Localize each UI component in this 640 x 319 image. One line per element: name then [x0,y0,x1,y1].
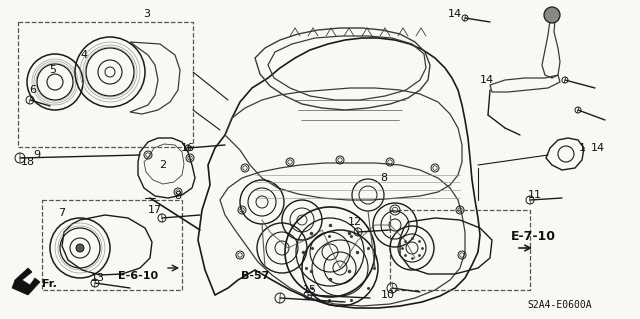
Text: 17: 17 [148,205,162,215]
Text: 14: 14 [591,143,605,153]
Text: 8: 8 [175,191,182,201]
Text: 16: 16 [181,143,195,153]
Text: 9: 9 [33,150,40,160]
Text: 7: 7 [58,208,65,218]
Text: 1: 1 [579,143,586,153]
Text: Fr.: Fr. [42,279,57,289]
Text: 11: 11 [528,190,542,200]
Text: 6: 6 [29,85,36,95]
Text: 14: 14 [448,9,462,19]
Bar [390,210,530,290]
Polygon shape [12,268,40,295]
Text: 8: 8 [380,173,388,183]
Circle shape [544,7,560,23]
Bar [18,22,193,147]
Text: 10: 10 [381,290,395,300]
Text: 18: 18 [21,157,35,167]
Text: E-7-10: E-7-10 [511,229,556,242]
Text: 2: 2 [159,160,166,170]
Text: 5: 5 [49,65,56,75]
Bar [42,200,182,290]
Text: 13: 13 [91,273,105,283]
Text: 12: 12 [348,217,362,227]
Text: E-6-10: E-6-10 [118,271,158,281]
Text: 15: 15 [303,285,317,295]
Text: 3: 3 [143,9,150,19]
Text: S2A4-E0600A: S2A4-E0600A [528,300,592,310]
Circle shape [76,244,84,252]
Text: B-57: B-57 [241,271,269,281]
Text: 14: 14 [480,75,494,85]
Text: 4: 4 [81,50,88,60]
